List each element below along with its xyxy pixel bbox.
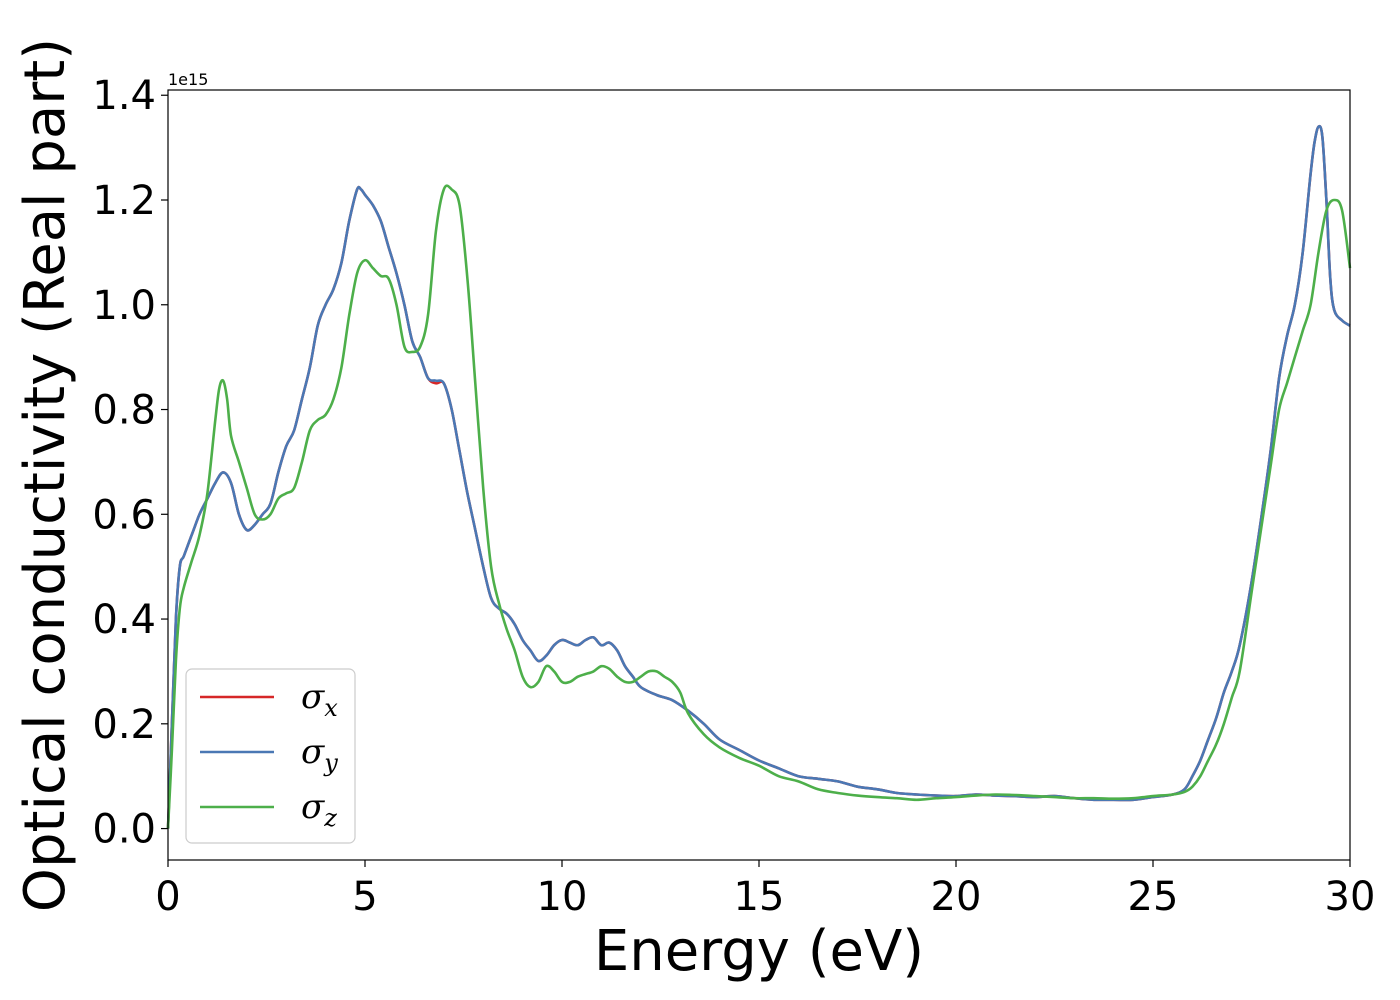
y-axis-ticks: 0.0 0.2 0.4 0.6 0.8 1.0 1.2 1.4 xyxy=(92,73,168,853)
y-tick-label: 0.6 xyxy=(92,492,156,538)
y-tick-label: 0.0 xyxy=(92,807,156,853)
x-tick-label: 10 xyxy=(537,874,588,920)
y-axis-label: Optical conductivity (Real part) xyxy=(13,38,78,912)
y-tick-label: 1.4 xyxy=(92,73,156,119)
x-tick-label: 0 xyxy=(155,874,180,920)
series-line-y xyxy=(166,124,1351,829)
y-offset-label: 1e15 xyxy=(168,70,208,89)
y-tick-label: 1.0 xyxy=(92,283,156,329)
y-tick-label: 0.4 xyxy=(92,597,156,643)
x-tick-label: 15 xyxy=(734,874,785,920)
legend-label-y: σy xyxy=(301,732,338,777)
y-tick-label: 0.8 xyxy=(92,388,156,434)
y-tick-label: 1.2 xyxy=(92,178,156,224)
series-layer xyxy=(166,124,1352,829)
plot-background xyxy=(168,90,1350,860)
series-line-z xyxy=(166,184,1352,829)
legend-box xyxy=(185,668,356,844)
x-tick-label: 20 xyxy=(931,874,982,920)
x-tick-label: 5 xyxy=(352,874,377,920)
x-axis-label: Energy (eV) xyxy=(594,919,924,984)
x-tick-label: 25 xyxy=(1128,874,1179,920)
x-axis-ticks: 0 5 10 15 20 25 30 xyxy=(155,860,1375,920)
x-tick-label: 30 xyxy=(1325,874,1376,920)
y-tick-label: 0.2 xyxy=(92,702,156,748)
